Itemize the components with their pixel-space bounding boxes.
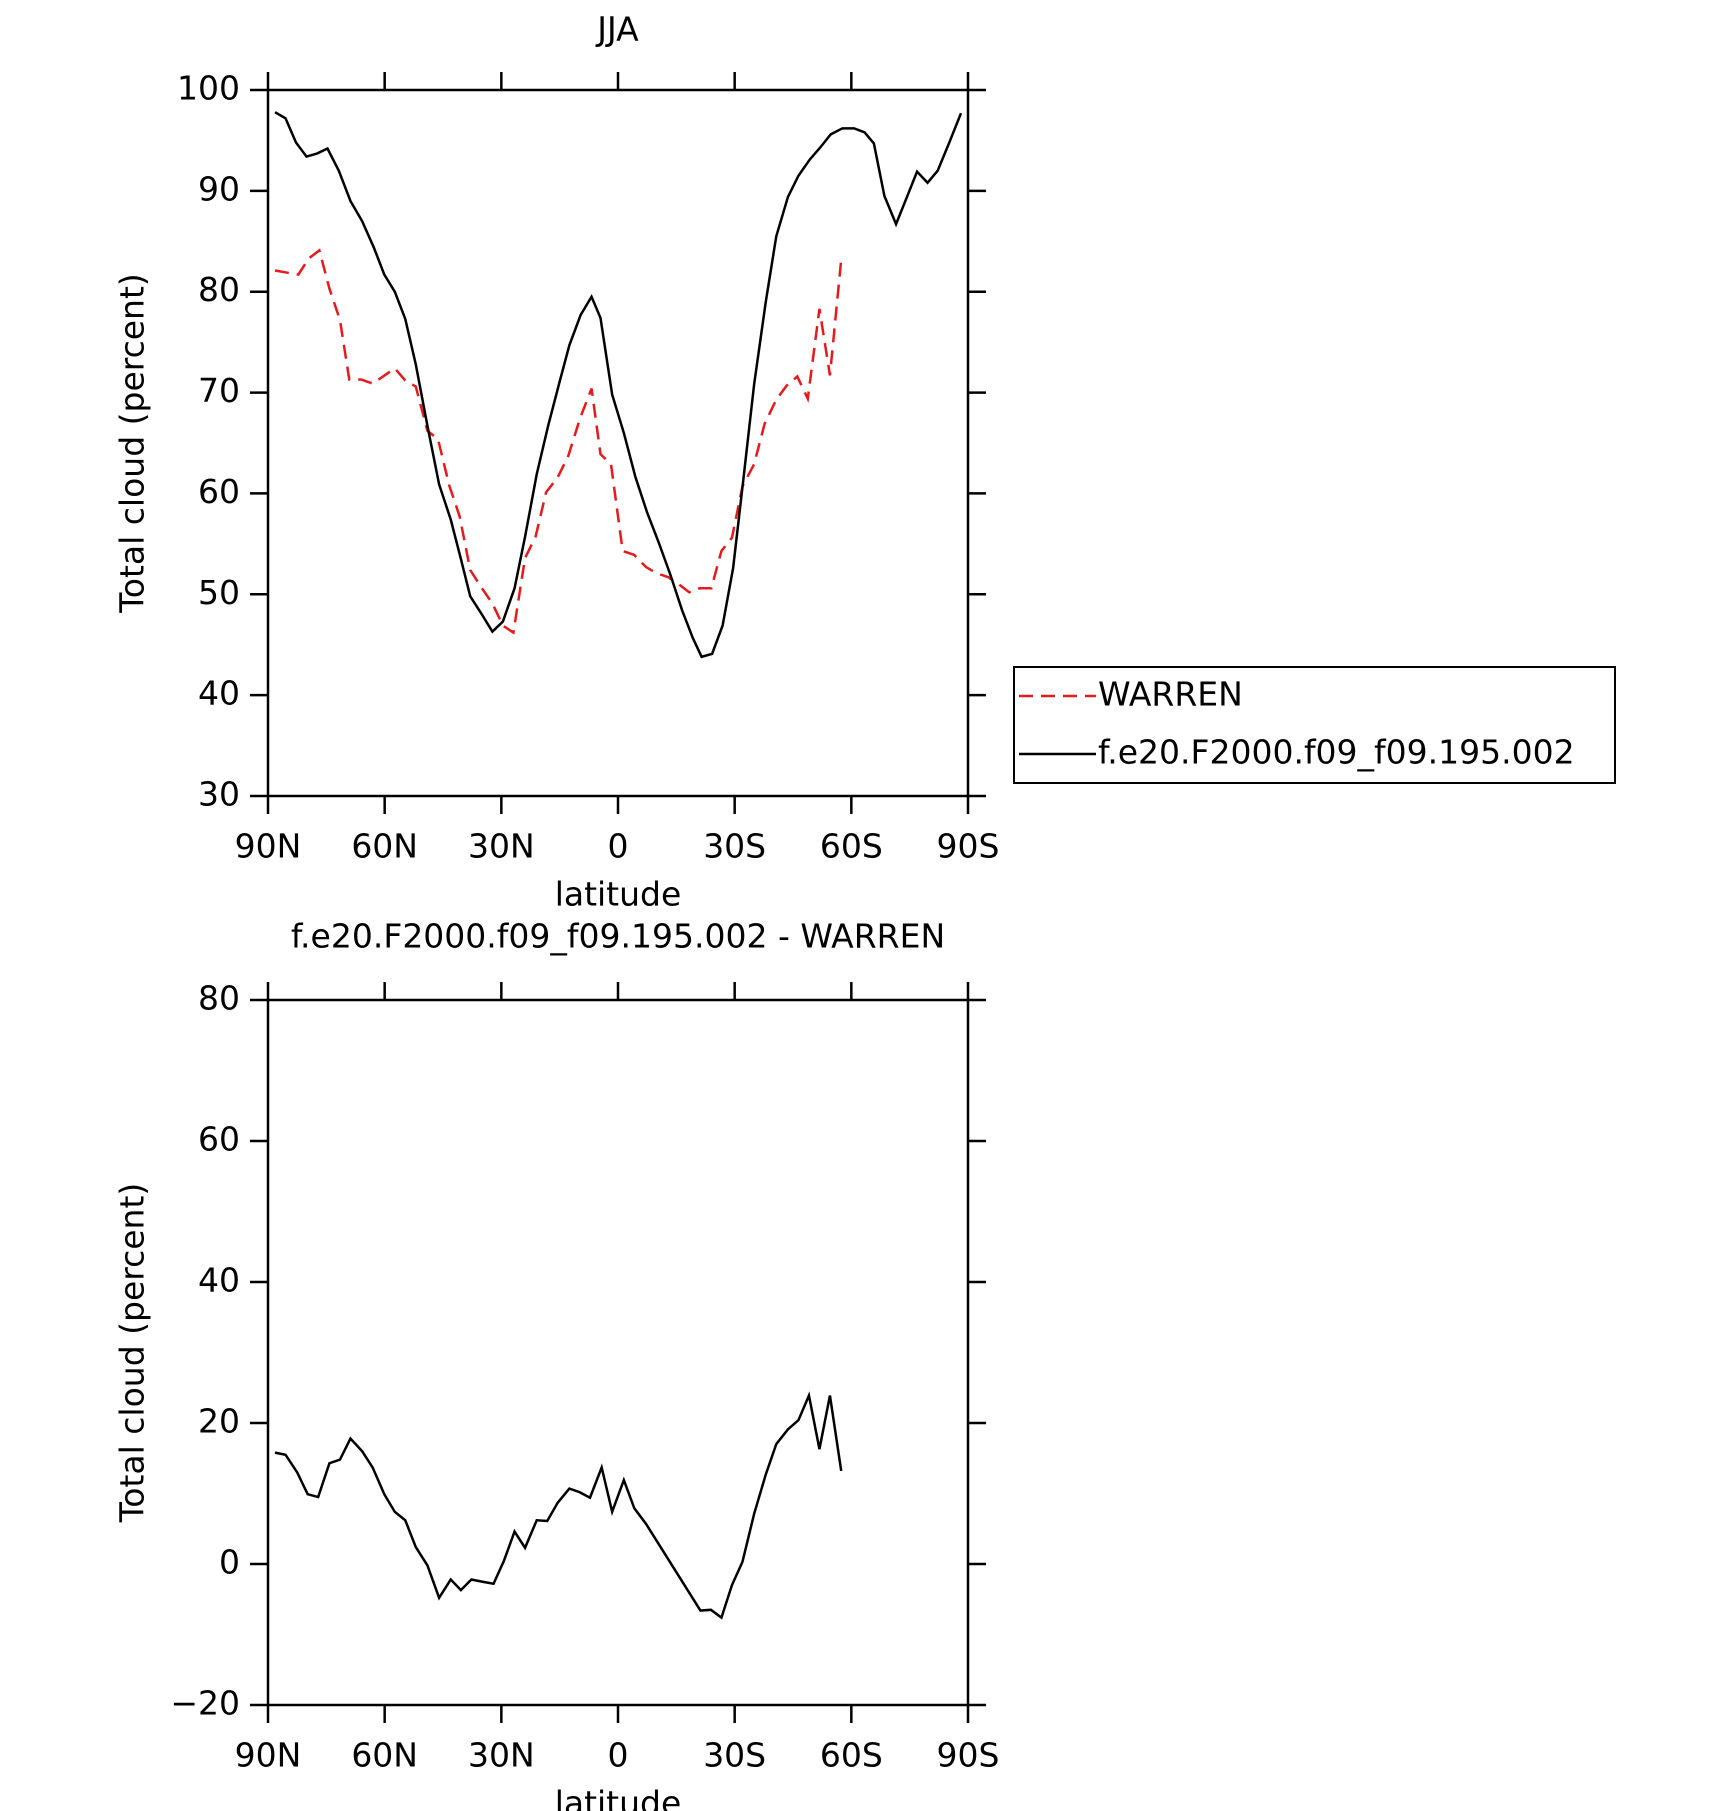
plot-frame: [266, 88, 970, 798]
data-line: [274, 1391, 843, 1620]
y-tick-label: 40: [198, 674, 240, 713]
y-tick-label: 20: [198, 1402, 240, 1441]
plot-frame: [266, 998, 970, 1707]
y-axis-label: Total cloud (percent): [113, 273, 152, 614]
x-tick-label: 30S: [703, 1736, 766, 1775]
y-axis-label: Total cloud (percent): [113, 1183, 152, 1524]
x-axis-label: latitude: [555, 1784, 682, 1811]
x-tick-label: 60N: [351, 1736, 418, 1775]
x-axis-label: latitude: [555, 875, 682, 914]
chart-title: f.e20.F2000.f09_f09.195.002 - WARREN: [291, 917, 945, 956]
chart-title: JJA: [595, 10, 639, 49]
x-tick-label: 90N: [235, 827, 302, 866]
x-tick-label: 60S: [820, 827, 883, 866]
y-tick-label: 60: [198, 472, 240, 511]
x-tick-label: 0: [608, 827, 629, 866]
y-tick-label: 80: [198, 979, 240, 1018]
x-tick-label: 90N: [235, 1736, 302, 1775]
y-tick-label: 50: [198, 573, 240, 612]
legend-label: f.e20.F2000.f09_f09.195.002: [1098, 733, 1575, 772]
y-tick-label: 90: [198, 169, 240, 208]
y-tick-label: 30: [198, 775, 240, 814]
x-tick-label: 30N: [468, 1736, 535, 1775]
x-tick-label: 0: [608, 1736, 629, 1775]
data-line: [274, 248, 843, 635]
y-tick-label: 60: [198, 1120, 240, 1159]
data-line: [274, 111, 963, 659]
x-tick-label: 30N: [468, 827, 535, 866]
x-tick-label: 90S: [937, 827, 1000, 866]
y-tick-label: 40: [198, 1261, 240, 1300]
y-tick-label: 0: [219, 1543, 240, 1582]
y-tick-label: −20: [170, 1684, 240, 1723]
x-tick-label: 60S: [820, 1736, 883, 1775]
y-tick-label: 70: [198, 371, 240, 410]
x-tick-label: 90S: [937, 1736, 1000, 1775]
x-tick-label: 60N: [351, 827, 418, 866]
y-tick-label: 100: [177, 69, 240, 108]
legend-box: [1013, 666, 1616, 784]
y-tick-label: 80: [198, 270, 240, 309]
x-tick-label: 30S: [703, 827, 766, 866]
legend-label: WARREN: [1098, 675, 1243, 714]
